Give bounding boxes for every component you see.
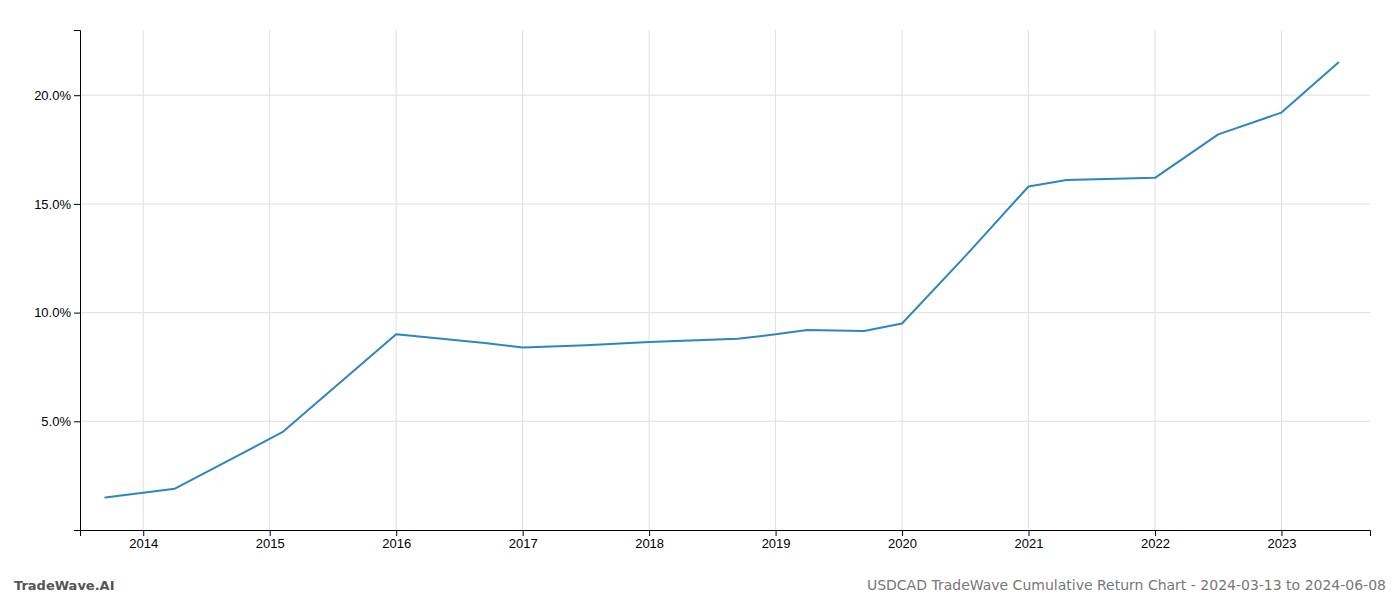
y-tick-label: 15.0% [34, 197, 71, 212]
x-tick-label: 2015 [256, 536, 285, 551]
y-tick-mark [74, 421, 80, 422]
y-tick: 5.0% [41, 414, 80, 429]
y-tick-label: 10.0% [34, 305, 71, 320]
x-grid-line [1281, 30, 1282, 530]
line [105, 63, 1338, 498]
x-tick-mark [649, 530, 650, 536]
x-tick-label: 2017 [509, 536, 538, 551]
x-grid-line [649, 30, 650, 530]
x-grid-line [522, 30, 523, 530]
title: USDCAD TradeWave Cumulative Return Chart… [867, 577, 1386, 593]
x-tick-label: 2021 [1015, 536, 1044, 551]
y-tick-label: 20.0% [34, 88, 71, 103]
x-tick-mark [396, 530, 397, 536]
y-grid-line [80, 95, 1370, 96]
x-tick-label: 2018 [635, 536, 664, 551]
x-tick-mark [523, 530, 524, 536]
x-tick: 2021 [1015, 530, 1044, 551]
x-tick-label: 2019 [762, 536, 791, 551]
x-tick-mark [1155, 530, 1156, 536]
x-grid-line [1155, 30, 1156, 530]
x-tick-label: 2020 [888, 536, 917, 551]
x-grid-line [396, 30, 397, 530]
y-tick-mark [74, 313, 80, 314]
y-grid-line [80, 421, 1370, 422]
x-tick: 2015 [256, 530, 285, 551]
x-tick-mark [902, 530, 903, 536]
x-tick-mark [1281, 530, 1282, 536]
y-tick-mark [74, 95, 80, 96]
x-tick: 2019 [762, 530, 791, 551]
series-group [105, 63, 1338, 498]
y-axis: 5.0% 10.0% 15.0% 20.0% [34, 31, 80, 531]
x-tick-mark [143, 530, 144, 536]
x-tick: 2014 [129, 530, 158, 551]
x-tick: 2022 [1141, 530, 1170, 551]
x-tick: 2017 [509, 530, 538, 551]
x-tick: 2016 [382, 530, 411, 551]
x-grid-line [143, 30, 144, 530]
x-tick-label: 2016 [382, 536, 411, 551]
x-grid-line [902, 30, 903, 530]
y-grid-line [80, 312, 1370, 313]
x-axis-line [81, 531, 1371, 537]
x-tick: 2023 [1268, 530, 1297, 551]
x-tick: 2018 [635, 530, 664, 551]
y-tick-label: 5.0% [41, 414, 71, 429]
grid [80, 30, 1370, 530]
x-tick-mark [1029, 530, 1030, 536]
y-tick: 15.0% [34, 197, 80, 212]
chart-svg: 2014 2015 2016 2017 2018 2019 2020 2021 2022 2023… [0, 0, 1400, 600]
x-tick-label: 2014 [129, 536, 158, 551]
x-grid-line [775, 30, 776, 530]
x-tick-mark [270, 530, 271, 536]
x-tick: 2020 [888, 530, 917, 551]
chart-container: 2014 2015 2016 2017 2018 2019 2020 2021 2022 2023… [0, 0, 1400, 600]
x-tick-label: 2023 [1268, 536, 1297, 551]
y-axis-line [74, 31, 81, 531]
y-tick: 10.0% [34, 305, 80, 320]
x-grid-line [269, 30, 270, 530]
x-tick-mark [776, 530, 777, 536]
y-grid-line [80, 203, 1370, 204]
y-tick-mark [74, 204, 80, 205]
x-grid-line [1028, 30, 1029, 530]
watermark: TradeWave.AI [14, 578, 115, 593]
x-axis: 2014 2015 2016 2017 2018 2019 2020 2021 2022 2023 [81, 530, 1371, 551]
x-tick-label: 2022 [1141, 536, 1170, 551]
y-tick: 20.0% [34, 88, 80, 103]
plot-area: 2014 2015 2016 2017 2018 2019 2020 2021 2022 2023… [34, 30, 1370, 551]
